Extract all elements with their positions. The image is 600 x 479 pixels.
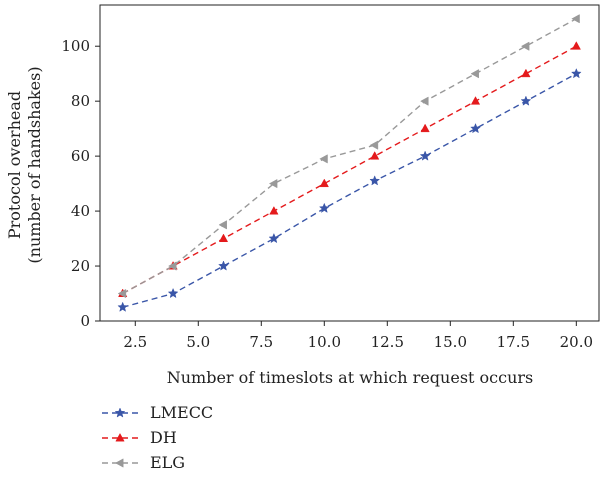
point-lmecc (470, 122, 481, 134)
axes: 2.5 5.0 7.5 10.0 12.5 15.0 17.5 20.0 0 20 40 60 80 10… (61, 4, 600, 351)
point-lmecc (570, 68, 582, 79)
point-lmecc (117, 301, 129, 312)
series-line-dh (122, 45, 577, 295)
point-lmecc (218, 260, 229, 271)
point-dh (370, 151, 380, 160)
legend-item-elg: ELG (102, 453, 185, 472)
legend-marker-lmecc (114, 407, 126, 418)
point-elg (369, 140, 379, 150)
x-axis-label: Number of timeslots at which request occ… (167, 368, 534, 387)
point-lmecc (318, 202, 330, 213)
point-dh (420, 123, 430, 133)
legend-label-lmecc: LMECC (150, 403, 213, 422)
point-dh (470, 96, 481, 105)
point-elg (470, 69, 479, 79)
point-dh (521, 68, 531, 78)
series-line-elg (122, 18, 577, 295)
series-dh (118, 41, 581, 297)
series-elg (117, 14, 580, 299)
legend-label-dh: DH (150, 428, 177, 447)
point-lmecc (419, 150, 431, 161)
y-tick-label: 0 (80, 312, 90, 330)
legend-item-dh: DH (102, 428, 177, 447)
x-tick-label: 2.5 (123, 333, 147, 351)
point-elg (117, 288, 127, 299)
legend: LMECC DH ELG (102, 403, 213, 472)
x-tick-label: 10.0 (308, 333, 341, 351)
point-elg (218, 220, 227, 230)
point-lmecc (167, 287, 179, 299)
point-lmecc (520, 95, 532, 106)
point-elg (571, 14, 580, 24)
x-tick-label: 17.5 (497, 333, 530, 351)
legend-marker-elg (114, 458, 124, 468)
y-tick-label: 100 (61, 37, 90, 55)
point-elg (520, 41, 530, 51)
x-tick-label: 20.0 (560, 333, 593, 351)
point-elg (319, 154, 328, 164)
legend-label-elg: ELG (150, 453, 185, 472)
series-line-lmecc (122, 73, 577, 308)
point-lmecc (369, 175, 381, 186)
point-elg (420, 96, 429, 106)
x-tick-label: 15.0 (434, 333, 467, 351)
legend-marker-dh (115, 432, 125, 442)
x-tick-label: 7.5 (249, 333, 273, 351)
y-tick-label: 60 (71, 147, 90, 165)
y-tick-label: 20 (71, 257, 90, 275)
series-layer (117, 14, 582, 312)
point-dh (319, 178, 329, 188)
x-tick-label: 12.5 (371, 333, 404, 351)
x-tick-label: 5.0 (186, 333, 210, 351)
point-dh (218, 233, 229, 243)
y-axis-label-line2: (number of handshakes) (25, 66, 44, 263)
point-elg (168, 261, 177, 271)
point-elg (268, 178, 278, 189)
point-lmecc (268, 232, 280, 244)
legend-item-lmecc: LMECC (102, 403, 213, 422)
point-dh (571, 41, 581, 50)
plot-frame (99, 4, 600, 322)
y-axis-label-line1: Protocol overhead (5, 91, 24, 239)
series-lmecc (117, 68, 582, 312)
y-tick-label: 40 (71, 202, 90, 220)
point-dh (269, 206, 279, 215)
y-tick-label: 80 (71, 92, 90, 110)
